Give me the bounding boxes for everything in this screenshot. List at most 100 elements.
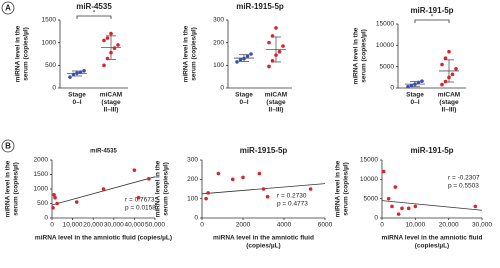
x-tick-label: II–III) [269,107,284,114]
data-point [450,72,455,77]
x-tick-label: Stage [406,92,424,99]
x-tick-label: Stage [235,92,253,99]
x-axis-label: miRNA level in the amniotic fluid (copie… [35,235,172,242]
data-point [82,68,86,73]
y-tick-label: 1000 [34,186,49,193]
x-tick-label: 2000 [236,222,251,229]
y-tick-label: 100 [213,62,224,69]
x-tick-label: miCAM [265,92,287,99]
data-point [393,185,398,189]
x-tick-label: 30,000 [472,222,492,229]
y-tick-label: 0 [220,85,224,92]
x-tick-label: (stage [266,99,286,106]
x-tick-label: 20,000 [83,222,103,229]
data-point [443,79,448,84]
data-point [443,56,448,60]
y-axis-label: serum (copies/µl) [361,29,368,83]
data-point [105,36,110,40]
regression-line [51,176,156,206]
data-point [400,206,404,211]
data-point [413,204,418,209]
y-axis-label: miRNA level in the [183,25,190,82]
panel-badge [1,139,15,153]
x-tick-label: 6000 [318,222,333,229]
y-tick-label: 0 [374,215,378,222]
chart-title: miR-4535 [76,2,112,11]
x-tick-label: 40,000 [124,222,144,229]
stat-label: p = 0.4773 [277,201,308,208]
y-tick-label: 1000 [42,39,57,46]
data-point [136,195,141,200]
data-point [105,56,110,61]
data-point [78,70,83,74]
data-point [406,84,410,89]
y-tick-label: 500 [45,62,56,69]
x-tick-label: 0–I [72,99,81,106]
y-tick-label: 10000 [376,42,394,49]
significance-label: * [93,10,96,17]
data-point [440,82,444,87]
data-point [112,46,117,50]
y-axis-label: serum (copies/µl) [163,162,170,216]
y-tick-label: 200 [213,39,224,46]
data-point [53,195,57,200]
data-point [230,177,235,182]
y-tick-label: 2000 [34,157,49,164]
data-point [242,56,246,61]
x-tick-label: II–III) [104,107,119,114]
x-tick-label: (stage [101,99,121,106]
data-point [245,54,250,59]
data-point [390,204,394,209]
x-tick-label: 10,000 [405,222,425,229]
x-tick-label: 0–I [239,99,248,106]
data-point [308,187,313,191]
y-axis-label: miRNA level in the [15,25,22,82]
data-point [51,206,55,210]
y-tick-label: 15000 [376,21,394,28]
data-point [381,169,386,174]
y-axis-label: miRNA level in the [5,160,12,217]
data-point [281,44,285,48]
data-point [447,75,451,80]
x-tick-label: 0 [50,222,54,229]
y-axis-label: serum (copies/µl) [23,27,30,81]
significance-label: * [431,14,434,21]
x-axis-label: (copies/µL) [415,243,449,250]
data-point [257,171,262,176]
data-point [270,59,275,63]
x-axis-label: miRNA level in the amniotic fluid [213,235,314,242]
data-point [204,196,208,201]
x-tick-label: 20,000 [439,222,459,229]
panel-label: B [5,142,11,151]
data-point [274,53,278,57]
data-point [274,26,278,30]
data-point [238,57,243,62]
data-point [102,63,106,68]
stat-label: r = 0.7673 [125,197,155,204]
x-tick-label: 4000 [277,222,292,229]
data-point [473,204,478,209]
y-tick-label: 0 [194,215,198,222]
data-point [277,49,282,54]
data-point [71,72,76,77]
x-tick-label: 30,000 [104,222,124,229]
significance-bracket [414,19,450,23]
x-tick-label: 0 [200,222,204,229]
data-point [413,82,417,86]
data-point [409,83,414,88]
x-axis-label: miRNA level in the amniotic fluid [382,235,483,242]
y-tick-label: 0 [52,85,56,92]
data-point [261,187,266,191]
y-tick-label: 0 [44,215,48,222]
y-tick-label: 1500 [34,171,49,178]
data-point [55,201,59,206]
chart-title: miR-4535 [90,149,117,155]
y-axis-label: serum (copies/µl) [343,162,350,216]
y-tick-label: 15000 [360,157,378,164]
y-tick-label: 10000 [360,176,378,183]
x-tick-label: Stage [68,92,86,99]
y-tick-label: 0 [390,85,394,92]
data-point [406,206,411,211]
chart-title: miR-1915-5p [240,146,288,155]
data-point [420,79,424,83]
